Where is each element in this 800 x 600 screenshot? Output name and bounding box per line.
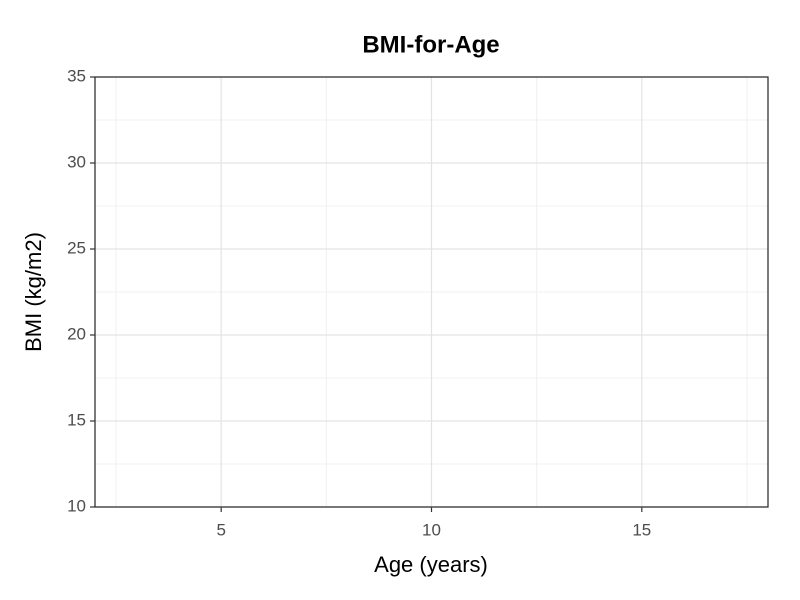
x-tick-label: 10 [422,520,441,539]
x-axis-label: Age (years) [374,552,488,577]
chart-title: BMI-for-Age [362,31,499,58]
y-tick-label: 30 [67,152,86,171]
y-tick-label: 20 [67,324,86,343]
y-tick-label: 15 [67,410,86,429]
x-tick-label: 5 [216,520,225,539]
y-tick-label: 10 [67,496,86,515]
y-axis-label: BMI (kg/m2) [21,232,46,352]
y-tick-label: 25 [67,238,86,257]
y-tick-label: 35 [67,66,86,85]
plot-border [94,76,769,508]
x-tick-label: 15 [632,520,651,539]
